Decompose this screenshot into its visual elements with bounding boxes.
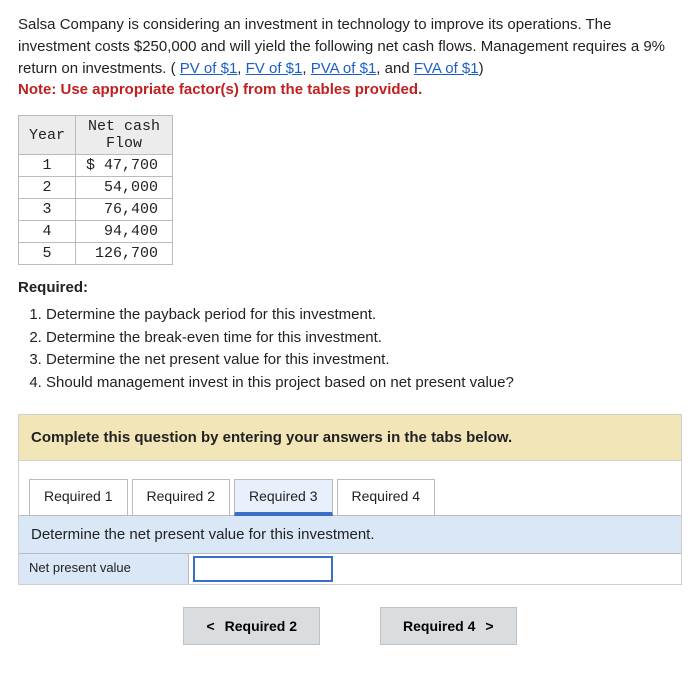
- col-flow: Net cash Flow: [76, 116, 173, 155]
- prev-button[interactable]: < Required 2: [183, 607, 320, 645]
- requirement-item: Determine the net present value for this…: [46, 349, 682, 372]
- cell-flow: 54,000: [76, 177, 173, 199]
- complete-instruction: Complete this question by entering your …: [19, 414, 681, 461]
- chevron-right-icon: >: [485, 618, 493, 634]
- col-year: Year: [19, 116, 76, 155]
- tab-required-3[interactable]: Required 3: [234, 479, 333, 516]
- cell-flow: 94,400: [76, 221, 173, 243]
- tabs-area: Complete this question by entering your …: [18, 414, 682, 585]
- cell-year: 4: [19, 221, 76, 243]
- tabs-row: Required 1Required 2Required 3Required 4: [19, 461, 681, 515]
- tab-required-1[interactable]: Required 1: [29, 479, 128, 515]
- required-heading: Required:: [18, 279, 682, 296]
- cell-year: 5: [19, 243, 76, 265]
- requirement-item: Determine the break-even time for this i…: [46, 327, 682, 350]
- prev-label: Required 2: [225, 618, 297, 634]
- next-button[interactable]: Required 4 >: [380, 607, 517, 645]
- answer-label: Net present value: [19, 554, 189, 584]
- note-text: Note: Use appropriate factor(s) from the…: [18, 81, 422, 98]
- link-fva[interactable]: FVA of $1: [414, 60, 479, 77]
- requirement-item: Determine the payback period for this in…: [46, 304, 682, 327]
- nav-row: < Required 2 Required 4 >: [18, 607, 682, 645]
- table-row: 5126,700: [19, 243, 173, 265]
- table-row: 494,400: [19, 221, 173, 243]
- cell-flow: $ 47,700: [76, 155, 173, 177]
- cell-year: 1: [19, 155, 76, 177]
- link-fv[interactable]: FV of $1: [246, 60, 303, 77]
- cell-year: 3: [19, 199, 76, 221]
- npv-input[interactable]: [193, 556, 333, 582]
- cell-flow: 126,700: [76, 243, 173, 265]
- tab-required-2[interactable]: Required 2: [132, 479, 231, 515]
- tab-prompt: Determine the net present value for this…: [19, 515, 681, 553]
- table-row: 254,000: [19, 177, 173, 199]
- cell-year: 2: [19, 177, 76, 199]
- answer-row: Net present value: [19, 553, 681, 584]
- table-row: 376,400: [19, 199, 173, 221]
- next-label: Required 4: [403, 618, 475, 634]
- table-row: 1$ 47,700: [19, 155, 173, 177]
- requirements-list: Determine the payback period for this in…: [46, 304, 682, 394]
- requirement-item: Should management invest in this project…: [46, 372, 682, 395]
- problem-intro: Salsa Company is considering an investme…: [18, 14, 682, 101]
- chevron-left-icon: <: [206, 618, 214, 634]
- cashflow-table: Year Net cash Flow 1$ 47,700254,000376,4…: [18, 115, 173, 265]
- link-pva[interactable]: PVA of $1: [311, 60, 377, 77]
- cell-flow: 76,400: [76, 199, 173, 221]
- tab-required-4[interactable]: Required 4: [337, 479, 436, 515]
- link-pv[interactable]: PV of $1: [180, 60, 238, 77]
